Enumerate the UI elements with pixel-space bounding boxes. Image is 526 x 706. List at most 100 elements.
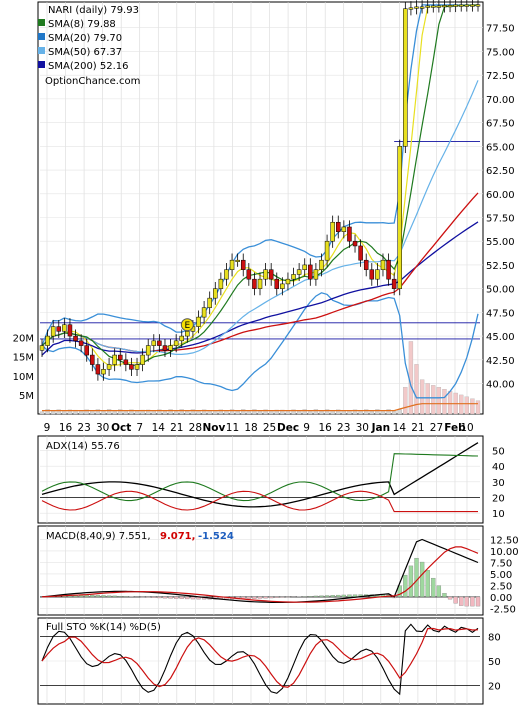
volume-bar xyxy=(185,411,190,415)
candle-body xyxy=(224,269,229,280)
candle-body xyxy=(229,259,235,270)
x-tick-label: 21 xyxy=(411,422,424,434)
candle-body xyxy=(162,345,168,351)
volume-bar xyxy=(235,411,240,415)
sto-tick-label: 20 xyxy=(488,682,501,693)
sma200-legend: SMA(200) 52.16 xyxy=(48,61,129,72)
volume-bar xyxy=(414,364,419,415)
candle-body xyxy=(442,5,447,8)
sto-tick-label: 50 xyxy=(488,657,501,668)
candle-body xyxy=(185,331,190,337)
ticker-title: NARI (daily) 79.93 xyxy=(48,5,139,16)
macd-histogram-bar xyxy=(157,596,162,599)
price-tick-label: 57.50 xyxy=(486,213,515,224)
sma20-legend: SMA(20) 79.70 xyxy=(48,33,122,44)
volume-bar xyxy=(392,410,397,415)
macd-histogram-bar xyxy=(252,596,257,599)
volume-bar xyxy=(336,409,341,415)
candle-body xyxy=(207,297,212,308)
candle-body xyxy=(403,8,408,147)
macd-histogram-bar xyxy=(112,595,117,598)
candle-body xyxy=(196,316,201,327)
macd-histogram-bar xyxy=(179,596,184,599)
x-tick-label: 25 xyxy=(263,422,276,434)
x-tick-label: 27 xyxy=(430,422,443,434)
macd-histogram-bar xyxy=(319,595,324,598)
candle-body xyxy=(118,354,123,361)
volume-bar xyxy=(425,383,430,415)
adx-tick-label: 30 xyxy=(492,478,505,489)
candle-body xyxy=(375,269,380,280)
price-tick-label: 45.00 xyxy=(486,332,515,343)
volume-bar xyxy=(129,409,134,415)
macd-histogram-bar xyxy=(174,596,179,599)
volume-average-line xyxy=(42,403,478,412)
earnings-marker-label: E xyxy=(184,321,190,331)
volume-bar xyxy=(90,410,95,415)
candle-body xyxy=(257,278,263,289)
candle-body xyxy=(302,264,307,270)
watermark: OptionChance.com xyxy=(45,76,140,87)
volume-bar xyxy=(162,410,168,415)
macd-histogram-bar xyxy=(408,565,414,598)
macd-histogram-bar xyxy=(324,595,330,598)
volume-bar xyxy=(403,387,408,415)
candle-body xyxy=(123,359,129,365)
volume-bar xyxy=(67,409,73,415)
price-tick-label: 42.50 xyxy=(486,356,515,367)
volume-bar xyxy=(101,411,106,415)
volume-bar xyxy=(470,398,475,415)
macd-histogram-bar xyxy=(308,596,313,598)
macd-histogram-bar xyxy=(436,585,442,598)
x-tick-label: Jan xyxy=(371,422,390,434)
candle-body xyxy=(218,278,224,289)
candle-body xyxy=(447,5,453,8)
volume-bar xyxy=(174,411,179,415)
candle-body xyxy=(285,278,291,285)
candle-body xyxy=(380,259,386,270)
sma20-legend-swatch xyxy=(38,33,45,40)
plus-di-line xyxy=(41,453,479,502)
bollinger-lower xyxy=(41,292,479,399)
candle-body xyxy=(84,345,89,356)
candle-body xyxy=(330,221,335,242)
candle-body xyxy=(73,335,78,342)
volume-bars xyxy=(39,341,481,415)
volume-bar xyxy=(380,411,386,415)
candle-body xyxy=(296,269,302,275)
sto-label: Full STO %K(14) %D(5) xyxy=(46,622,161,633)
macd-histogram-bar xyxy=(263,596,268,599)
macd-histogram-bar xyxy=(447,596,453,600)
volume-bar xyxy=(218,409,224,415)
candle-body xyxy=(67,324,73,337)
adx-tick-label: 10 xyxy=(492,509,505,520)
price-tick-label: 47.50 xyxy=(486,308,515,319)
sma20-line xyxy=(41,80,479,355)
candle-body xyxy=(408,7,414,10)
x-tick-label: 16 xyxy=(59,422,73,434)
volume-bar xyxy=(168,409,173,415)
candle-body xyxy=(414,6,419,9)
macd-tick-label: 10.00 xyxy=(490,547,519,558)
candle-body xyxy=(134,364,140,370)
candle-body xyxy=(240,259,246,270)
volume-bar xyxy=(246,411,251,415)
macd-histogram-bar xyxy=(425,570,430,598)
macd-tick-label: 5.00 xyxy=(490,570,512,581)
macd-histogram-bar xyxy=(347,594,352,598)
candle-body xyxy=(308,264,313,280)
adx-label: ADX(14) 55.76 xyxy=(46,441,120,452)
sma50-legend: SMA(50) 67.37 xyxy=(48,47,122,58)
volume-bar xyxy=(56,409,61,415)
x-tick-label: 30 xyxy=(356,422,369,434)
candle-body xyxy=(458,4,464,7)
price-tick-label: 72.50 xyxy=(486,71,515,82)
price-tick-label: 65.00 xyxy=(486,142,515,153)
adx-tick-label: 20 xyxy=(492,494,505,505)
volume-bar xyxy=(84,409,89,415)
x-tick-label: 18 xyxy=(244,422,257,434)
x-tick-label: Nov xyxy=(202,422,225,434)
macd-histogram-bar xyxy=(95,595,101,598)
candle-body xyxy=(274,278,280,289)
candle-body xyxy=(145,345,151,356)
